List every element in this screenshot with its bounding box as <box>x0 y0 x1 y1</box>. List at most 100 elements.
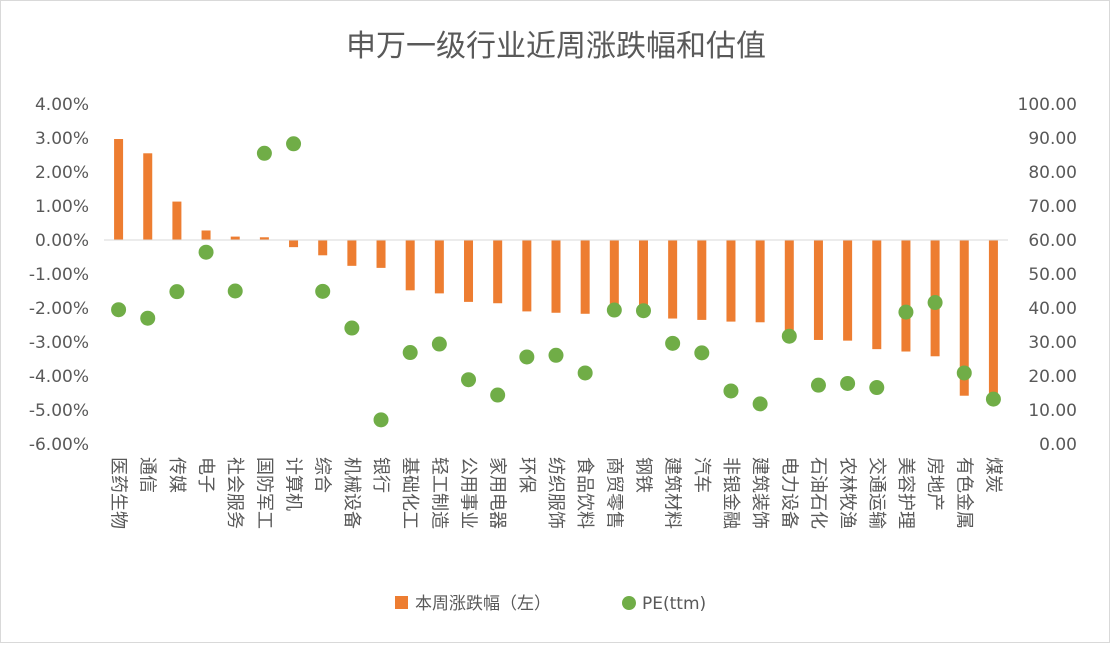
bar <box>668 240 678 319</box>
legend-bar-label: 本周涨跌幅（左） <box>415 594 551 614</box>
category-labels: 医药生物 通信 传媒 电子 社会服务 国防军工 计算机 综合 机械设备 银行 基础化工 轻工制造 公用事… <box>108 457 1004 529</box>
legend-point-label: PE(ttm) <box>642 594 706 614</box>
right-tick-label: 20.00 <box>1028 367 1077 387</box>
bar <box>464 240 474 302</box>
left-tick-label: -4.00% <box>29 367 89 387</box>
pe-point <box>198 244 214 260</box>
right-tick-label: 80.00 <box>1028 163 1077 183</box>
bar <box>347 240 357 266</box>
pe-point <box>840 375 856 391</box>
left-tick-label: -5.00% <box>29 401 89 421</box>
category-label: 国防军工 <box>253 457 274 529</box>
category-label: 综合 <box>312 457 333 493</box>
bar <box>872 240 882 350</box>
right-tick-label: 60.00 <box>1028 231 1077 251</box>
pe-point <box>286 136 302 152</box>
category-label: 石油石化 <box>807 457 828 529</box>
left-tick-label: 4.00% <box>35 95 89 115</box>
bar <box>143 153 153 240</box>
category-label: 钢铁 <box>632 457 653 493</box>
bar <box>901 240 911 352</box>
bar <box>988 240 998 401</box>
pe-point <box>315 283 331 299</box>
right-tick-label: 100.00 <box>1018 95 1077 115</box>
right-tick-label: 40.00 <box>1028 299 1077 319</box>
category-label: 银行 <box>370 457 391 493</box>
bar <box>376 240 386 268</box>
bar <box>259 237 269 240</box>
scatter-series <box>111 136 1001 428</box>
bar <box>318 240 328 256</box>
pe-point <box>519 349 535 365</box>
bar <box>172 201 182 240</box>
category-label: 美容护理 <box>895 457 916 529</box>
pe-point <box>635 303 651 319</box>
bar <box>201 230 211 240</box>
pe-point <box>781 328 797 344</box>
right-tick-label: 0.00 <box>1039 435 1077 455</box>
legend-bar-swatch <box>395 596 408 609</box>
bar <box>784 240 794 332</box>
bar <box>114 139 124 240</box>
category-label: 计算机 <box>283 457 304 511</box>
left-tick-label: -6.00% <box>29 435 89 455</box>
category-label: 环保 <box>516 457 537 493</box>
pe-point <box>898 304 914 320</box>
left-axis-ticks: 4.00% 3.00% 2.00% 1.00% 0.00% -1.00% -2.00% -3.… <box>29 95 89 455</box>
pe-point <box>111 302 127 318</box>
pe-point <box>402 345 418 361</box>
pe-point <box>256 145 272 161</box>
bar <box>230 236 240 240</box>
legend: 本周涨跌幅（左） PE(ttm) <box>395 594 706 614</box>
category-label: 通信 <box>137 457 158 493</box>
category-label: 建筑装饰 <box>749 457 770 529</box>
right-tick-label: 90.00 <box>1028 129 1077 149</box>
pe-point <box>927 295 943 311</box>
pe-point <box>577 365 593 381</box>
bar <box>726 240 736 322</box>
category-label: 农林牧渔 <box>837 457 858 529</box>
bar <box>638 240 648 316</box>
pe-point <box>810 377 826 393</box>
left-tick-label: 1.00% <box>35 197 89 217</box>
bar <box>813 240 823 340</box>
bar <box>289 240 299 248</box>
pe-point <box>490 387 506 403</box>
right-tick-label: 70.00 <box>1028 197 1077 217</box>
left-tick-label: 2.00% <box>35 163 89 183</box>
pe-point <box>548 347 564 363</box>
category-label: 公用事业 <box>458 457 479 529</box>
pe-point <box>752 396 768 412</box>
category-label: 交通运输 <box>866 457 887 529</box>
category-label: 纺织服饰 <box>545 457 566 529</box>
category-label: 汽车 <box>691 457 712 493</box>
pe-point <box>169 284 185 300</box>
category-label: 煤炭 <box>982 457 1003 493</box>
right-axis-ticks: 100.00 90.00 80.00 70.00 60.00 50.00 40.00 30.0… <box>1018 95 1077 455</box>
bar <box>522 240 532 312</box>
category-label: 医药生物 <box>108 457 129 529</box>
legend-point-swatch <box>622 596 636 610</box>
pe-point <box>227 283 243 299</box>
right-tick-label: 10.00 <box>1028 401 1077 421</box>
bar <box>697 240 707 320</box>
chart-title: 申万一级行业近周涨跌幅和估值 <box>346 29 766 64</box>
bar <box>405 240 415 291</box>
left-tick-label: 3.00% <box>35 129 89 149</box>
category-label: 社会服务 <box>224 457 245 529</box>
bar <box>843 240 853 341</box>
pe-point <box>431 336 447 352</box>
category-label: 电子 <box>195 457 216 493</box>
left-tick-label: -2.00% <box>29 299 89 319</box>
pe-point <box>723 383 739 399</box>
category-label: 基础化工 <box>399 457 420 529</box>
pe-point <box>985 391 1001 407</box>
left-tick-label: 0.00% <box>35 231 89 251</box>
right-tick-label: 30.00 <box>1028 333 1077 353</box>
category-label: 房地产 <box>924 457 945 511</box>
category-label: 家用电器 <box>487 457 508 529</box>
bar-series <box>114 139 998 401</box>
bar <box>551 240 561 313</box>
